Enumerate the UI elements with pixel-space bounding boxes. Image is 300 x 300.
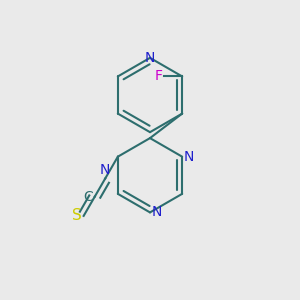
Text: S: S <box>72 208 82 224</box>
Text: N: N <box>184 150 194 164</box>
Text: N: N <box>100 163 110 177</box>
Text: C: C <box>84 190 93 204</box>
Text: N: N <box>152 206 162 219</box>
Text: N: N <box>145 51 155 65</box>
Text: F: F <box>155 69 163 83</box>
